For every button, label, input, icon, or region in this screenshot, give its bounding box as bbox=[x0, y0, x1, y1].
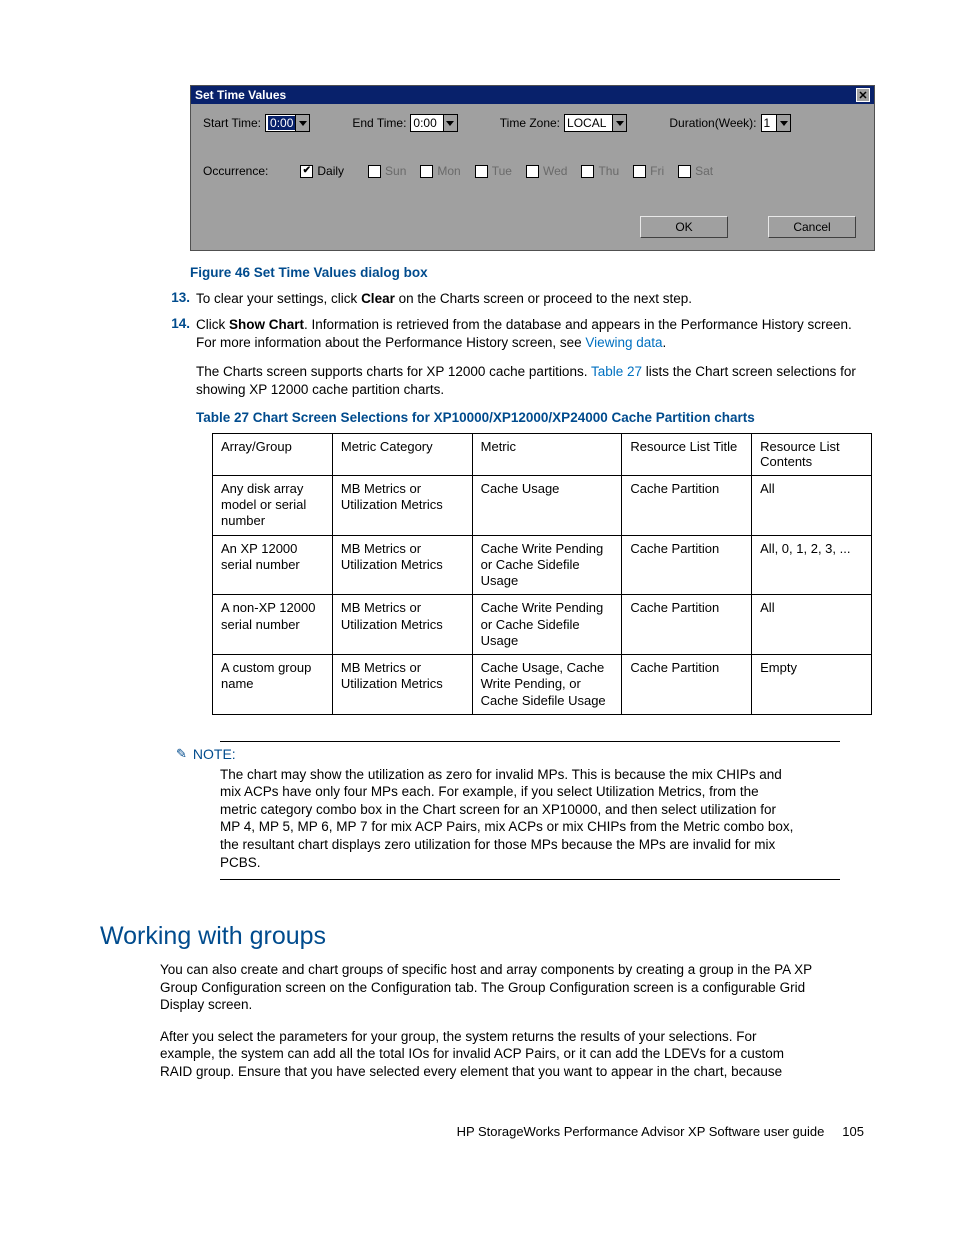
table-cell: MB Metrics or Utilization Metrics bbox=[332, 535, 472, 595]
table-caption: Table 27 Chart Screen Selections for XP1… bbox=[196, 409, 794, 427]
chart-selections-table: Array/GroupMetric CategoryMetricResource… bbox=[212, 433, 872, 715]
day-checkbox-sat[interactable]: Sat bbox=[678, 164, 713, 178]
ok-button[interactable]: OK bbox=[640, 216, 728, 238]
table-cell: MB Metrics or Utilization Metrics bbox=[332, 595, 472, 655]
day-checkbox-sun[interactable]: Sun bbox=[368, 164, 406, 178]
occurrence-label: Occurrence: bbox=[203, 164, 268, 178]
daily-checkbox[interactable]: ✔Daily bbox=[300, 164, 344, 178]
table-cell: Cache Write Pending or Cache Sidefile Us… bbox=[472, 595, 622, 655]
set-time-values-dialog: Set Time Values ✕ Start Time: 0:00 End T… bbox=[190, 85, 875, 251]
note-label: NOTE: bbox=[193, 746, 236, 762]
table-cell: Cache Partition bbox=[622, 655, 752, 715]
table-cell: Any disk array model or serial number bbox=[213, 475, 333, 535]
table-cell: Cache Write Pending or Cache Sidefile Us… bbox=[472, 535, 622, 595]
viewing-data-link[interactable]: Viewing data bbox=[585, 335, 662, 350]
step-number: 14. bbox=[160, 316, 190, 352]
table-row: A non-XP 12000 serial numberMB Metrics o… bbox=[213, 595, 872, 655]
table-cell: A custom group name bbox=[213, 655, 333, 715]
table-header: Array/Group bbox=[213, 433, 333, 475]
table-header: Resource List Contents bbox=[752, 433, 872, 475]
table-cell: MB Metrics or Utilization Metrics bbox=[332, 475, 472, 535]
body-paragraph: After you select the parameters for your… bbox=[160, 1028, 814, 1081]
body-paragraph: The Charts screen supports charts for XP… bbox=[196, 363, 874, 399]
list-item: 13. To clear your settings, click Clear … bbox=[160, 290, 874, 308]
day-checkbox-wed[interactable]: Wed bbox=[526, 164, 567, 178]
chevron-down-icon bbox=[776, 115, 790, 131]
list-item: 14. Click Show Chart. Information is ret… bbox=[160, 316, 874, 352]
table-header: Resource List Title bbox=[622, 433, 752, 475]
timezone-select[interactable]: LOCAL bbox=[564, 114, 627, 132]
start-time-select[interactable]: 0:00 bbox=[265, 114, 310, 132]
chevron-down-icon bbox=[295, 115, 309, 131]
table-cell: All, 0, 1, 2, 3, ... bbox=[752, 535, 872, 595]
body-paragraph: You can also create and chart groups of … bbox=[160, 961, 814, 1014]
table-cell: Cache Partition bbox=[622, 595, 752, 655]
table-cell: All bbox=[752, 475, 872, 535]
close-icon[interactable]: ✕ bbox=[856, 88, 870, 102]
timezone-label: Time Zone: bbox=[500, 116, 560, 130]
chevron-down-icon bbox=[443, 115, 457, 131]
page-footer: HP StorageWorks Performance Advisor XP S… bbox=[100, 1124, 874, 1139]
start-time-label: Start Time: bbox=[203, 116, 261, 130]
figure-caption: Figure 46 Set Time Values dialog box bbox=[190, 265, 874, 280]
end-time-label: End Time: bbox=[352, 116, 406, 130]
table27-link[interactable]: Table 27 bbox=[591, 364, 642, 379]
day-checkbox-tue[interactable]: Tue bbox=[475, 164, 512, 178]
table-cell: An XP 12000 serial number bbox=[213, 535, 333, 595]
table-row: Any disk array model or serial numberMB … bbox=[213, 475, 872, 535]
table-cell: Cache Partition bbox=[622, 535, 752, 595]
duration-select[interactable]: 1 bbox=[761, 114, 792, 132]
page-number: 105 bbox=[828, 1124, 864, 1139]
day-checkbox-mon[interactable]: Mon bbox=[420, 164, 460, 178]
section-heading: Working with groups bbox=[100, 922, 874, 951]
table-row: An XP 12000 serial numberMB Metrics or U… bbox=[213, 535, 872, 595]
table-cell: A non-XP 12000 serial number bbox=[213, 595, 333, 655]
duration-label: Duration(Week): bbox=[669, 116, 756, 130]
table-cell: Empty bbox=[752, 655, 872, 715]
note-block: ✎ NOTE: The chart may show the utilizati… bbox=[196, 741, 794, 880]
cancel-button[interactable]: Cancel bbox=[768, 216, 856, 238]
day-checkbox-fri[interactable]: Fri bbox=[633, 164, 664, 178]
note-body: The chart may show the utilization as ze… bbox=[220, 766, 794, 871]
step-number: 13. bbox=[160, 290, 190, 308]
table-cell: Cache Partition bbox=[622, 475, 752, 535]
day-checkbox-thu[interactable]: Thu bbox=[581, 164, 619, 178]
table-header: Metric bbox=[472, 433, 622, 475]
dialog-titlebar: Set Time Values ✕ bbox=[191, 86, 874, 104]
table-cell: All bbox=[752, 595, 872, 655]
chevron-down-icon bbox=[612, 115, 626, 131]
dialog-title-text: Set Time Values bbox=[195, 88, 286, 102]
table-cell: Cache Usage bbox=[472, 475, 622, 535]
table-cell: MB Metrics or Utilization Metrics bbox=[332, 655, 472, 715]
table-cell: Cache Usage, Cache Write Pending, or Cac… bbox=[472, 655, 622, 715]
note-icon: ✎ bbox=[176, 746, 187, 762]
table-header: Metric Category bbox=[332, 433, 472, 475]
end-time-select[interactable]: 0:00 bbox=[410, 114, 457, 132]
table-row: A custom group nameMB Metrics or Utiliza… bbox=[213, 655, 872, 715]
